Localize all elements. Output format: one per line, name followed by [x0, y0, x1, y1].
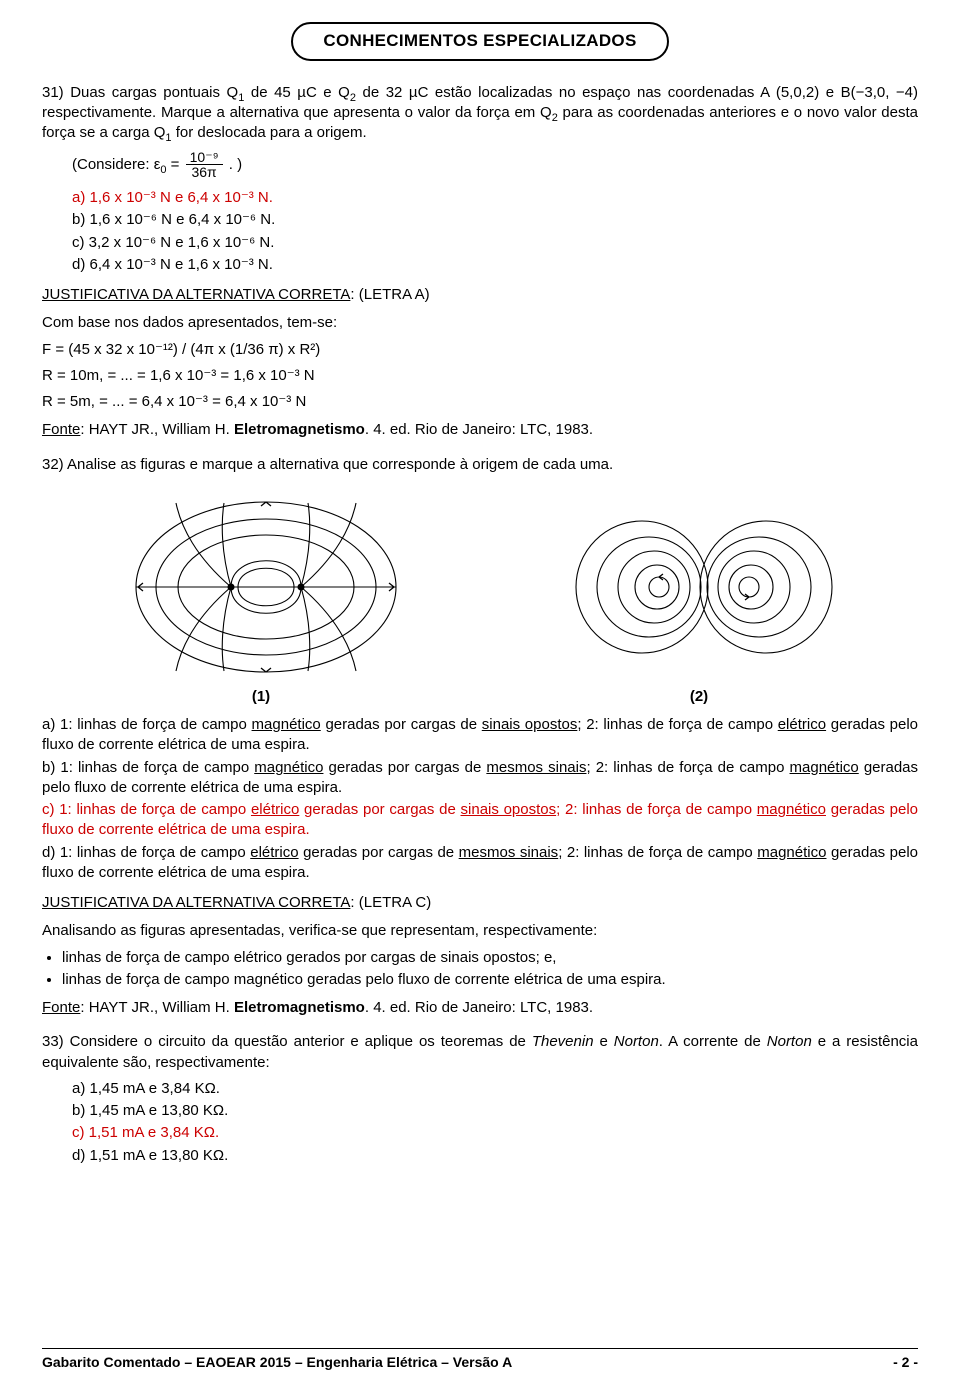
fraction: 10⁻⁹36π [186, 150, 223, 180]
q32-option-d: d) 1: linhas de força de campo elétrico … [42, 843, 918, 884]
q32-options: a) 1: linhas de força de campo magnético… [42, 715, 918, 883]
q32-option-a: a) 1: linhas de força de campo magnético… [42, 715, 918, 756]
q33-option-d: d) 1,51 mA e 13,80 KΩ. [72, 1146, 918, 1166]
q31-stem: 31) Duas cargas pontuais Q1 de 45 µC e Q… [42, 83, 918, 144]
q32-source: Fonte: HAYT JR., William H. Eletromagnet… [42, 998, 918, 1018]
q32-figure-labels: (1) (2) [42, 687, 918, 707]
title-wrap: CONHECIMENTOS ESPECIALIZADOS [42, 22, 918, 61]
q31-calc-3: R = 10m, = ... = 1,6 x 10⁻³ = 1,6 x 10⁻³… [42, 366, 918, 386]
q31-calc-2: F = (45 x 32 x 10⁻¹²) / (4π x (1/36 π) x… [42, 340, 918, 360]
q32-justification-heading: JUSTIFICATIVA DA ALTERNATIVA CORRETA: (L… [42, 893, 918, 913]
page-footer: Gabarito Comentado – EAOEAR 2015 – Engen… [42, 1348, 918, 1372]
q33-option-c: c) 1,51 mA e 3,84 KΩ. [72, 1123, 918, 1143]
page: CONHECIMENTOS ESPECIALIZADOS 31) Duas ca… [0, 0, 960, 1390]
q33-stem: 33) Considere o circuito da questão ante… [42, 1032, 918, 1073]
q33-option-a: a) 1,45 mA e 3,84 KΩ. [72, 1079, 918, 1099]
q31-option-d: d) 6,4 x 10⁻³ N e 1,6 x 10⁻³ N. [72, 255, 918, 275]
figure-1-dipole [126, 497, 406, 677]
q31-consider: (Considere: ε0 = 10⁻⁹36π . ) [72, 150, 918, 180]
question-32: 32) Analise as figuras e marque a altern… [42, 455, 918, 1019]
q31-options: a) 1,6 x 10⁻³ N e 6,4 x 10⁻³ N. b) 1,6 x… [72, 188, 918, 275]
q31-option-b: b) 1,6 x 10⁻⁶ N e 6,4 x 10⁻⁶ N. [72, 210, 918, 230]
fig-label-1: (1) [252, 687, 270, 707]
q31-option-c: c) 3,2 x 10⁻⁶ N e 1,6 x 10⁻⁶ N. [72, 233, 918, 253]
q32-analysis-intro: Analisando as figuras apresentadas, veri… [42, 921, 918, 941]
q31-option-a: a) 1,6 x 10⁻³ N e 6,4 x 10⁻³ N. [72, 188, 918, 208]
question-31: 31) Duas cargas pontuais Q1 de 45 µC e Q… [42, 83, 918, 441]
q32-option-c: c) 1: linhas de força de campo elétrico … [42, 800, 918, 841]
question-33: 33) Considere o circuito da questão ante… [42, 1032, 918, 1166]
q32-figures [42, 497, 918, 677]
q31-calc-1: Com base nos dados apresentados, tem-se: [42, 313, 918, 333]
q32-bullets: linhas de força de campo elétrico gerado… [46, 948, 918, 991]
footer-left: Gabarito Comentado – EAOEAR 2015 – Engen… [42, 1353, 512, 1372]
q31-calc-4: R = 5m, = ... = 6,4 x 10⁻³ = 6,4 x 10⁻³ … [42, 392, 918, 412]
q32-stem: 32) Analise as figuras e marque a altern… [42, 455, 918, 475]
q32-bullet-2: linhas de força de campo magnético gerad… [62, 970, 918, 990]
footer-right: - 2 - [893, 1353, 918, 1372]
q32-option-b: b) 1: linhas de força de campo magnético… [42, 758, 918, 799]
fig-label-2: (2) [690, 687, 708, 707]
figure-2-loop-field [574, 497, 834, 677]
q32-bullet-1: linhas de força de campo elétrico gerado… [62, 948, 918, 968]
q33-options: a) 1,45 mA e 3,84 KΩ. b) 1,45 mA e 13,80… [72, 1079, 918, 1166]
q31-source: Fonte: HAYT JR., William H. Eletromagnet… [42, 420, 918, 440]
q31-justification-heading: JUSTIFICATIVA DA ALTERNATIVA CORRETA: (L… [42, 285, 918, 305]
page-title: CONHECIMENTOS ESPECIALIZADOS [291, 22, 668, 61]
q33-option-b: b) 1,45 mA e 13,80 KΩ. [72, 1101, 918, 1121]
